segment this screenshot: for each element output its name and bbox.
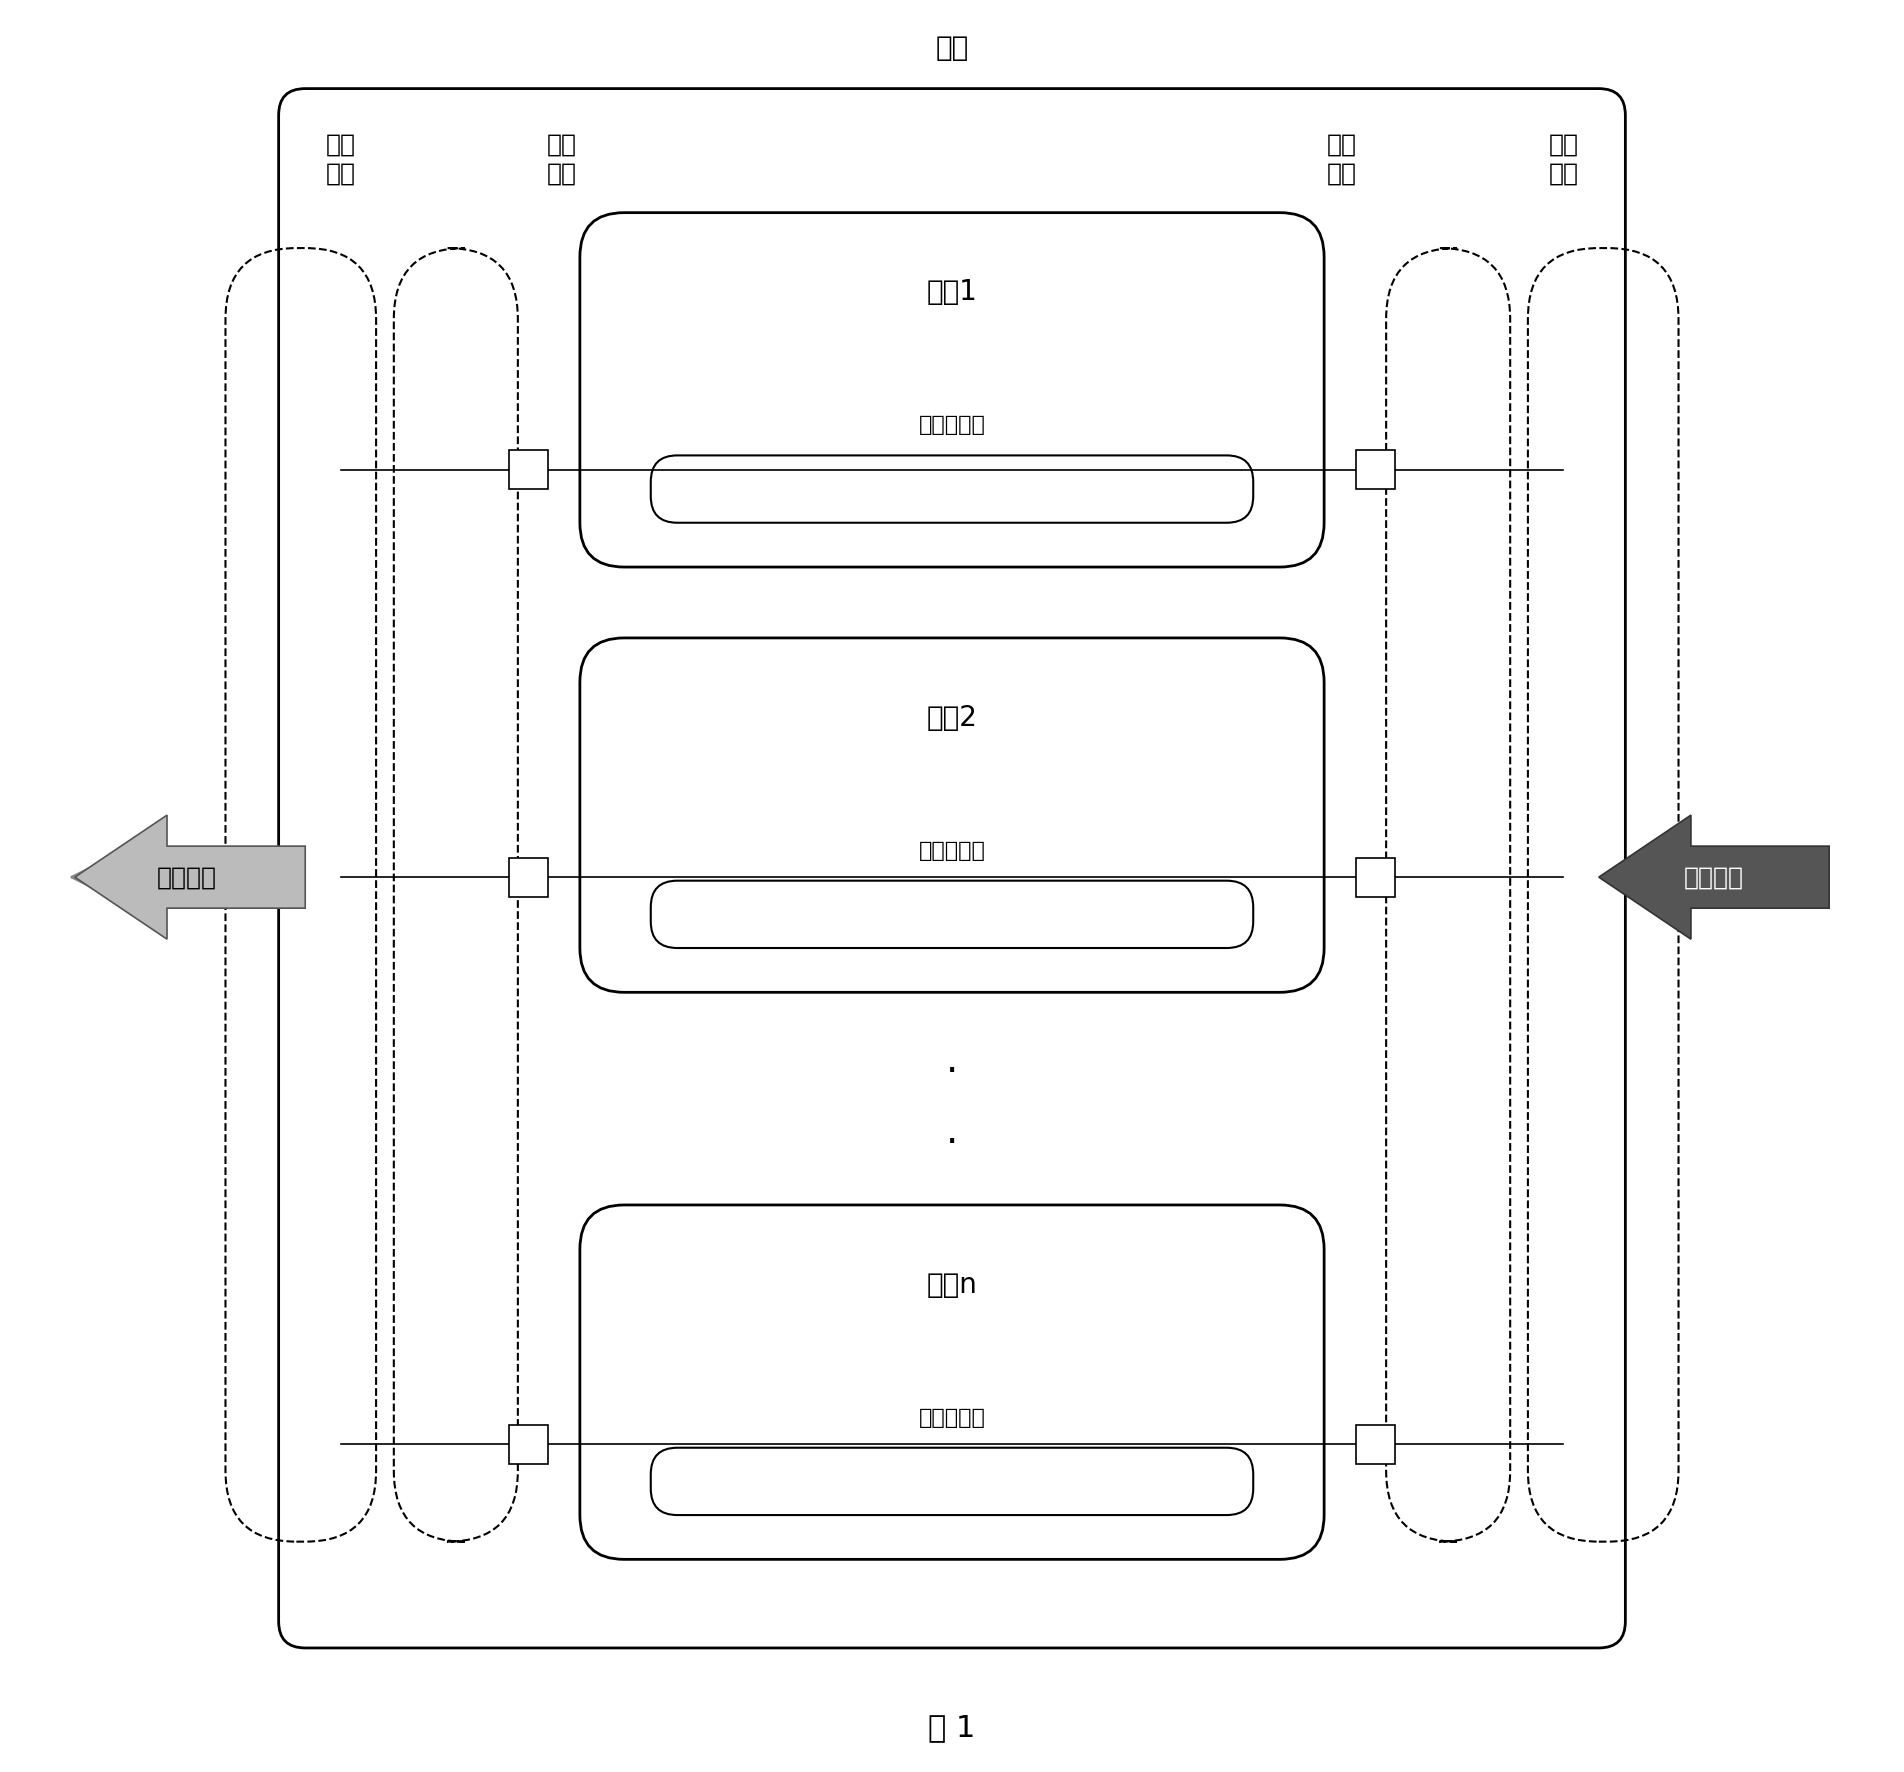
Text: 芯核1: 芯核1 [927,278,977,307]
Text: ·: · [946,1123,958,1162]
Text: 内部扫描链: 内部扫描链 [918,840,986,861]
Text: 测试
总线: 测试 总线 [326,133,356,186]
Text: ·: · [946,1053,958,1092]
Bar [1356,858,1396,897]
Text: 测试
外壳: 测试 外壳 [546,133,577,186]
Text: 芯片: 芯片 [935,34,969,62]
Text: 内部扫描链: 内部扫描链 [918,415,986,436]
Bar [508,1425,548,1464]
Polygon shape [1599,815,1830,939]
Text: 测试响应: 测试响应 [156,865,217,890]
Text: 芯核n: 芯核n [927,1271,977,1299]
Polygon shape [74,815,305,939]
Text: 芯核2: 芯核2 [927,703,977,732]
Bar [1356,1425,1396,1464]
Text: 测试
总线: 测试 总线 [1548,133,1578,186]
Text: 图 1: 图 1 [929,1714,975,1742]
Text: 测试激励: 测试激励 [1683,865,1744,890]
Bar [1356,450,1396,489]
Text: 内部扫描链: 内部扫描链 [918,1407,986,1428]
Bar [508,858,548,897]
Text: 测试
外壳: 测试 外壳 [1327,133,1358,186]
Bar [508,450,548,489]
